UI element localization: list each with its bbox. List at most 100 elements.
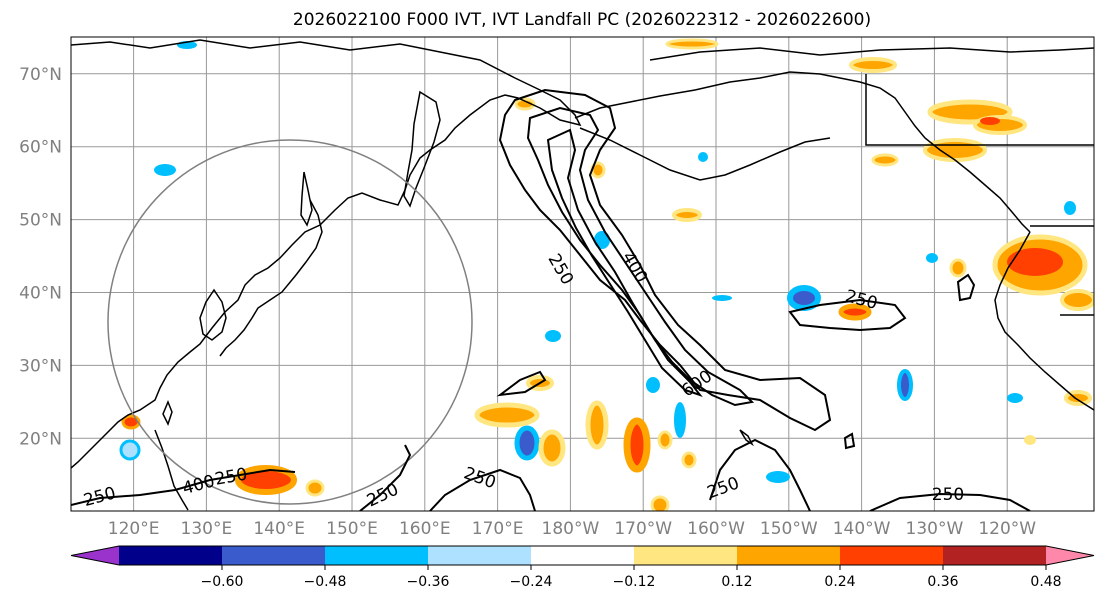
map-background	[71, 37, 1094, 511]
colorbar-segment	[325, 546, 429, 565]
coastline-philippines	[154, 429, 189, 511]
negative-anomaly-patch	[646, 377, 660, 393]
negative-anomaly-patch	[787, 285, 821, 311]
colorbar-extend-low	[71, 546, 119, 565]
positive-anomaly-patch	[1024, 435, 1036, 445]
longitude-label: 170°W	[614, 519, 672, 539]
positive-anomaly-patch	[980, 117, 1000, 125]
longitude-label: 150°W	[760, 519, 818, 539]
positive-anomaly-patch	[871, 153, 899, 167]
ivt-contour-600-main	[546, 128, 703, 397]
colorbar-extend-high	[1046, 546, 1094, 565]
colorbar-tick-label: −0.60	[201, 574, 244, 590]
latitude-labels: 70°N 60°N 50°N 40°N 30°N 20°N	[19, 65, 62, 449]
positive-anomaly-patch	[657, 430, 673, 450]
longitude-label: 160°W	[687, 519, 745, 539]
coastline-aleutians	[579, 127, 831, 181]
positive-anomaly-patch	[305, 479, 325, 497]
positive-anomaly-patch	[650, 495, 670, 511]
latitude-label: 50°N	[19, 211, 62, 231]
ivt-contour-400-main	[526, 106, 755, 407]
colorbar-segment	[634, 546, 738, 565]
ivt-contour-250-main	[498, 88, 832, 432]
colorbar-tick-label: −0.48	[304, 574, 347, 590]
negative-anomaly-patch	[1064, 201, 1076, 215]
ivt-contour-250-small-1	[843, 432, 856, 450]
negative-anomaly-patch	[766, 471, 790, 483]
coastline-asia	[71, 39, 582, 469]
ivt-contour-250-small-2	[496, 370, 547, 397]
longitude-label: 160°E	[399, 519, 451, 539]
negative-anomaly-patch	[698, 152, 708, 162]
graticule	[71, 37, 1094, 511]
ivt-contour-250-south-2	[429, 468, 536, 511]
negative-anomaly-patch	[926, 253, 938, 263]
colorbar-segment	[222, 546, 326, 565]
positive-anomaly-patch	[838, 303, 872, 321]
map-frame	[70, 36, 1095, 512]
longitude-label: 150°E	[326, 519, 378, 539]
longitude-labels: 120°E 130°E 140°E 150°E 160°E 170°E 180°W 170°W…	[108, 519, 1037, 539]
negative-anomaly-patch	[674, 402, 686, 438]
colorbar-segment	[531, 546, 635, 565]
ivt-contour-250-south-1	[709, 438, 811, 511]
positive-anomaly-patch	[1060, 289, 1094, 311]
positive-anomaly-patch	[1007, 248, 1063, 276]
colorbar-segment	[737, 546, 841, 565]
colorbar-tick-label: 0.36	[927, 574, 958, 590]
negative-anomaly-patch	[897, 369, 913, 401]
border-canada-us	[865, 74, 1094, 146]
longitude-label: 140°W	[833, 519, 891, 539]
coastline-hawaii	[739, 429, 754, 447]
longitude-label: 140°E	[253, 519, 305, 539]
latitude-label: 70°N	[19, 65, 62, 85]
negative-anomaly-patch	[712, 295, 732, 301]
longitude-label: 170°E	[472, 519, 524, 539]
positive-anomaly-patch	[474, 402, 540, 428]
ivt-contour-250-south-3	[359, 444, 412, 511]
colorbar-tick-label: 0.48	[1030, 574, 1061, 590]
colorbar-segment	[119, 546, 223, 565]
positive-anomaly-patch	[585, 400, 609, 450]
ivt-contour-250-isolated	[956, 273, 976, 302]
coastline-kamchatka	[403, 90, 441, 208]
ivt-contours	[71, 88, 1031, 511]
longitude-label: 120°W	[978, 519, 1036, 539]
coastline-korea	[199, 288, 227, 341]
colorbar-segment	[840, 546, 944, 565]
border-us-48	[1030, 225, 1094, 316]
colorbar-outline	[70, 545, 1095, 566]
ivt-contour-250-south-4	[71, 468, 296, 506]
coastline-sakhalin	[300, 171, 313, 227]
negative-anomaly-patch	[594, 231, 610, 249]
positive-anomaly-patch	[923, 138, 987, 162]
coastlines	[71, 39, 1094, 511]
map-panel: 250 400 400 600 250 250 250 250 250 250 …	[70, 36, 1095, 512]
coastline-taiwan	[162, 400, 173, 426]
figure-title: 2026022100 F000 IVT, IVT Landfall PC (20…	[293, 10, 871, 30]
negative-anomaly-patch	[154, 164, 176, 176]
longitude-label: 130°E	[181, 519, 233, 539]
ivt-pc-shading	[119, 38, 1094, 511]
positive-anomaly-patch	[538, 429, 566, 467]
latitude-label: 60°N	[19, 138, 62, 158]
colorbar-tick-label: −0.24	[510, 574, 553, 590]
colorbar-segment	[943, 546, 1047, 565]
negative-anomaly-patch	[514, 425, 540, 461]
positive-anomaly-patch	[121, 414, 141, 430]
landfall-region-circle	[107, 139, 473, 505]
coastline-arctic	[649, 47, 1094, 61]
colorbar-tick-label: 0.24	[824, 574, 855, 590]
positive-anomaly-patch	[849, 57, 897, 73]
colorbar-tick-label: −0.36	[407, 574, 450, 590]
positive-anomaly-patch	[514, 97, 536, 111]
contour-label: 250	[932, 485, 964, 505]
colorbar-tick-label: 0.12	[721, 574, 752, 590]
colorbar-segment	[428, 546, 532, 565]
negative-anomaly-patch	[1007, 393, 1023, 403]
longitude-label: 120°E	[108, 519, 160, 539]
longitude-label: 130°W	[906, 519, 964, 539]
longitude-label: 180°W	[542, 519, 600, 539]
coastline-north-america	[994, 231, 1094, 411]
positive-anomaly-patch	[949, 258, 967, 278]
